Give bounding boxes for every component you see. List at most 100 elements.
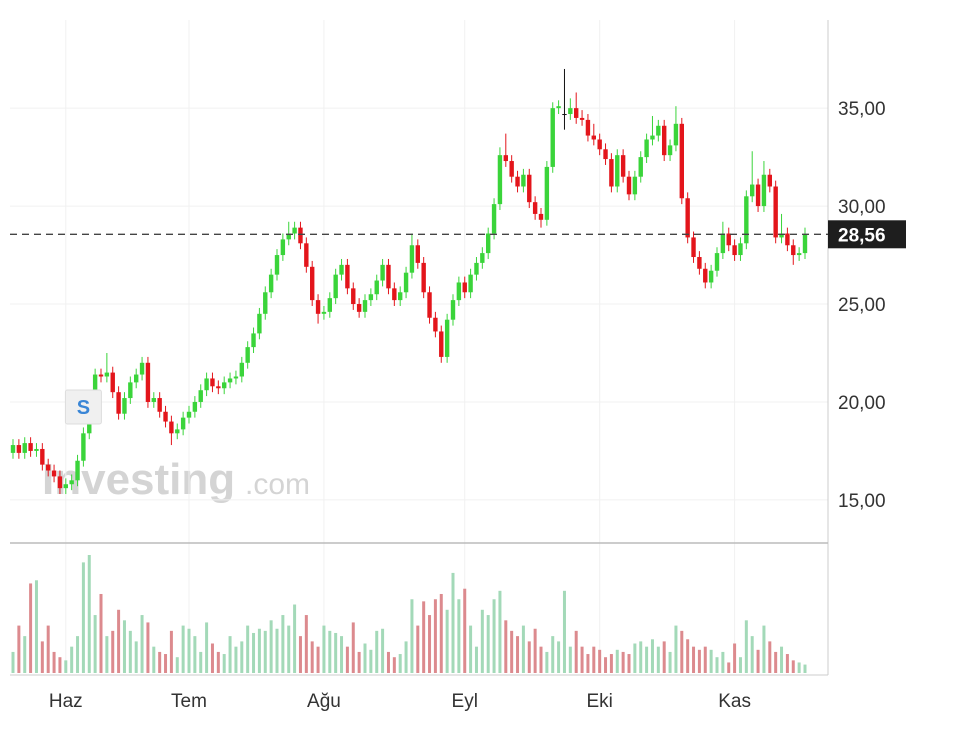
volume-bar xyxy=(128,630,132,673)
candle-body xyxy=(667,145,673,156)
volume-bar xyxy=(433,599,437,673)
candle-body xyxy=(785,233,790,246)
volume-bar xyxy=(738,657,742,673)
volume-bar xyxy=(516,636,520,673)
candle-body xyxy=(368,294,374,301)
volume-bar xyxy=(551,636,555,673)
candle-body xyxy=(374,280,379,295)
candle-body xyxy=(738,243,743,256)
volume-bar xyxy=(375,630,379,673)
volume-bar xyxy=(263,630,267,673)
candle-body xyxy=(180,417,186,430)
volume-bar xyxy=(322,625,326,673)
candle-body xyxy=(550,108,555,167)
candle-body xyxy=(603,149,608,160)
volume-bar xyxy=(281,615,285,673)
candle-body xyxy=(116,392,121,414)
candle-body xyxy=(134,374,139,383)
volume-bar xyxy=(410,599,414,673)
candle-body xyxy=(427,292,432,318)
volume-bar xyxy=(216,651,220,673)
x-tick-label: Ağu xyxy=(307,691,341,712)
volume-bar xyxy=(562,590,566,673)
candle-body xyxy=(46,464,51,471)
candle-body xyxy=(10,445,16,453)
volume-bar xyxy=(574,630,578,673)
candle-body xyxy=(128,382,133,399)
volume-bar xyxy=(428,615,432,673)
volume-bar xyxy=(334,632,338,673)
volume-bar xyxy=(210,643,214,673)
candle-body xyxy=(697,257,702,269)
volume-bar xyxy=(480,609,484,673)
volume-bar xyxy=(187,628,191,673)
volume-bar xyxy=(498,590,502,673)
candle-body xyxy=(392,288,397,301)
candle-body xyxy=(656,125,661,136)
candle-body xyxy=(98,374,104,377)
candle-body xyxy=(380,264,385,281)
volume-bar xyxy=(252,632,256,673)
candle-body xyxy=(632,176,638,195)
volume-bar xyxy=(386,651,390,673)
volume-bar xyxy=(686,639,690,673)
volume-bar xyxy=(328,630,332,673)
candle-body xyxy=(626,176,632,195)
volume-bar xyxy=(627,654,631,673)
volume-bar xyxy=(146,622,150,673)
volume-bar xyxy=(780,646,784,673)
candle-body xyxy=(474,262,479,275)
candle-body xyxy=(650,135,655,140)
y-tick-label: 25,00 xyxy=(838,295,886,316)
volume-bar xyxy=(750,636,754,673)
candle-body xyxy=(57,476,63,489)
volume-bar xyxy=(650,639,654,673)
candle-body xyxy=(562,114,567,116)
candle-body xyxy=(509,161,514,177)
volume-bar xyxy=(504,620,508,673)
candle-body xyxy=(591,135,596,140)
candle-body xyxy=(204,378,209,391)
candle-body xyxy=(198,390,203,402)
volume-bar xyxy=(416,625,420,673)
candle-body xyxy=(157,398,162,412)
candle-body xyxy=(386,264,391,289)
volume-bar xyxy=(152,646,156,673)
candle-body xyxy=(163,411,168,422)
volume-bar xyxy=(568,646,572,673)
candle-body xyxy=(673,123,679,146)
volume-bar xyxy=(134,641,138,673)
volume-bar xyxy=(87,555,91,673)
volume-bar xyxy=(703,646,707,673)
last-price-box xyxy=(828,220,906,249)
volume-bar xyxy=(463,588,467,673)
candle-body xyxy=(28,443,33,451)
volume-bar xyxy=(697,649,701,673)
candle-body xyxy=(779,233,784,238)
candle-body xyxy=(532,202,538,214)
volume-bar xyxy=(621,651,625,673)
volume-bar xyxy=(715,657,719,673)
candle-body xyxy=(703,268,708,283)
volume-bar xyxy=(457,599,461,673)
candle-body xyxy=(292,227,297,234)
candle-body xyxy=(708,270,714,283)
volume-bar xyxy=(533,628,537,673)
candle-body xyxy=(110,372,115,393)
volume-bar xyxy=(193,636,197,673)
candle-body xyxy=(298,227,303,244)
volume-bar xyxy=(287,625,291,673)
candle-body xyxy=(63,484,68,489)
volume-bar xyxy=(545,651,549,673)
candle-body xyxy=(750,184,755,197)
volume-bar xyxy=(81,562,85,673)
candle-body xyxy=(310,266,315,301)
candle-body xyxy=(81,433,86,461)
candle-body xyxy=(720,233,726,254)
volume-bar xyxy=(474,646,478,673)
candle-body xyxy=(568,108,573,115)
volume-bar xyxy=(721,651,725,673)
candle-body xyxy=(274,255,280,275)
volume-bar xyxy=(639,641,643,673)
